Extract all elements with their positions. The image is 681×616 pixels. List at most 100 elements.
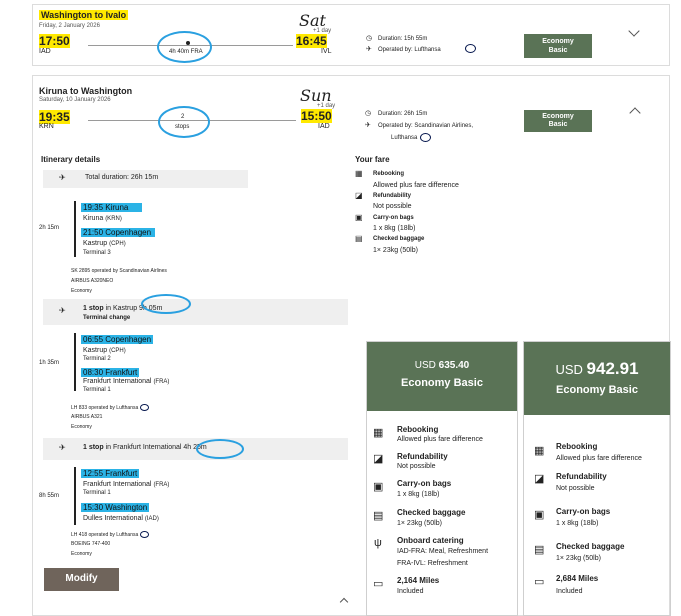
yf-carry-value: 1 x 8kg (18lb) bbox=[373, 225, 416, 232]
seg1-line bbox=[74, 201, 76, 257]
outbound-duration: Duration: 15h 55m bbox=[378, 36, 428, 42]
outbound-flight-card[interactable]: Washington to Ivalo Friday, 2 January 20… bbox=[32, 4, 670, 66]
seg2-dep-airport: Kastrup (CPH) bbox=[83, 347, 126, 354]
seg2-aircraft: AIRBUS A321 bbox=[71, 414, 103, 420]
f2-carry-value: 1 x 8kg (18lb) bbox=[556, 520, 599, 527]
outbound-date: Friday, 2 January 2026 bbox=[39, 23, 100, 29]
fare-option-header: USD 942.91 Economy Basic bbox=[524, 342, 670, 415]
return-plus-day: +1 day bbox=[317, 103, 336, 109]
f1-checked-value: 1× 23kg (50lb) bbox=[397, 520, 442, 527]
return-fare-badge[interactable]: Economy Basic bbox=[524, 110, 592, 132]
seg2-dep-terminal: Terminal 2 bbox=[83, 356, 111, 362]
outbound-plus-day: +1 day bbox=[313, 28, 332, 34]
stop2-bar: ✈ 1 stop in Frankfurt International 4h 2… bbox=[43, 438, 348, 460]
seg2-line bbox=[74, 333, 76, 391]
rebooking-icon: ▦ bbox=[373, 427, 384, 439]
f1-carry-value: 1 x 8kg (18lb) bbox=[397, 491, 440, 498]
checked-baggage-icon: ▤ bbox=[534, 544, 545, 556]
seg3-arr: 15:30 Washington bbox=[81, 503, 150, 512]
seg2-dep: 06:55 Copenhagen bbox=[81, 335, 154, 344]
yf-rebook: Rebooking bbox=[373, 171, 404, 177]
return-arr-time: 15:50 bbox=[301, 109, 332, 123]
yf-rebook-value: Allowed plus fare difference bbox=[373, 182, 459, 189]
fare-option-635[interactable]: USD 635.40 Economy Basic ▦ Rebooking All… bbox=[366, 341, 518, 616]
expand-chevron-icon[interactable] bbox=[628, 25, 640, 37]
yf-checked-value: 1× 23kg (50lb) bbox=[373, 247, 418, 254]
f2-carry: Carry-on bags bbox=[556, 507, 611, 516]
clock-icon: ◷ bbox=[366, 35, 373, 42]
itinerary-heading: Itinerary details bbox=[41, 155, 101, 164]
seg3-operator: LH 418 operated by Lufthansa bbox=[71, 531, 149, 538]
yf-checked: Checked baggage bbox=[373, 236, 425, 242]
return-title: Kiruna to Washington bbox=[39, 86, 133, 96]
seg1-dep-airport: Kiruna (KRN) bbox=[83, 215, 122, 222]
seg3-arr-airport: Dulles International (IAD) bbox=[83, 515, 159, 522]
f1-catering-2: FRA-IVL: Refreshment bbox=[397, 560, 468, 567]
seg2-operator: LH 833 operated by Lufthansa bbox=[71, 404, 149, 411]
f1-catering: Onboard catering bbox=[397, 536, 464, 545]
clock-icon: ◷ bbox=[365, 110, 372, 117]
outbound-dep-code: IAD bbox=[39, 48, 51, 55]
refund-icon: ◪ bbox=[373, 453, 384, 465]
rebooking-icon: ▦ bbox=[534, 445, 545, 457]
f1-carry: Carry-on bags bbox=[397, 479, 452, 488]
return-fare-label: Economy Basic bbox=[542, 113, 574, 128]
f2-refund: Refundability bbox=[556, 472, 607, 481]
rebooking-icon: ▦ bbox=[355, 169, 363, 178]
seg2-arr: 08:30 Frankfurt bbox=[81, 368, 140, 377]
hourglass-plane-icon: ✈ bbox=[59, 173, 66, 182]
fare-price: USD 942.91 bbox=[555, 359, 639, 378]
fare-option-942[interactable]: USD 942.91 Economy Basic ▦ Rebooking All… bbox=[523, 341, 671, 616]
f1-catering-1: IAD-FRA: Meal, Refreshment bbox=[397, 548, 489, 555]
f2-checked: Checked baggage bbox=[556, 542, 625, 551]
f2-checked-value: 1× 23kg (50lb) bbox=[556, 555, 601, 562]
annotation-circle bbox=[141, 294, 191, 314]
seg3-aircraft: BOEING 747-400 bbox=[71, 541, 111, 547]
collapse-chevron-icon[interactable] bbox=[339, 597, 349, 607]
return-duration: Duration: 26h 15m bbox=[378, 111, 428, 117]
yf-carry: Carry-on bags bbox=[373, 215, 414, 221]
yf-refund: Refundability bbox=[373, 193, 412, 199]
f2-rebook: Rebooking bbox=[556, 442, 598, 451]
annotation-circle bbox=[157, 31, 212, 63]
seg2-duration: 1h 35m bbox=[39, 360, 60, 366]
seg3-duration: 8h 55m bbox=[39, 493, 60, 499]
total-duration-bar: ✈ Total duration: 26h 15m bbox=[43, 170, 248, 188]
stop2-text: 1 stop in Frankfurt International 4h 25m bbox=[83, 444, 207, 451]
f1-miles-value: Included bbox=[397, 588, 424, 595]
stop1-bar: ✈ 1 stop in Kastrup 9h 05m Terminal chan… bbox=[43, 299, 348, 325]
outbound-fare-badge[interactable]: Economy Basic bbox=[524, 34, 592, 58]
yf-refund-value: Not possible bbox=[373, 203, 412, 210]
lufthansa-logo-icon bbox=[420, 133, 431, 142]
seg1-aircraft: AIRBUS A320NEO bbox=[71, 278, 114, 284]
return-day-label: Sun bbox=[300, 86, 332, 105]
seg1-arr: 21:50 Copenhagen bbox=[81, 228, 156, 237]
fare-option-header: USD 635.40 Economy Basic bbox=[367, 342, 517, 411]
f2-miles-value: Included bbox=[556, 588, 583, 595]
your-fare-heading: Your fare bbox=[355, 155, 390, 164]
miles-icon: ▭ bbox=[534, 576, 545, 588]
connection-icon: ✈ bbox=[59, 443, 66, 452]
checked-baggage-icon: ▤ bbox=[373, 510, 384, 522]
f1-miles: 2,164 Miles bbox=[397, 576, 440, 585]
seg2-arr-terminal: Terminal 1 bbox=[83, 387, 111, 393]
seg1-class: Economy bbox=[71, 288, 92, 294]
seg2-class: Economy bbox=[71, 424, 92, 430]
annotation-circle bbox=[196, 439, 244, 459]
carry-on-bag-icon: ▣ bbox=[373, 481, 384, 493]
seg3-dep-terminal: Terminal 1 bbox=[83, 490, 111, 496]
annotation-circle bbox=[158, 106, 210, 138]
outbound-arr-time: 16:45 bbox=[296, 34, 327, 48]
return-date: Saturday, 10 January 2026 bbox=[39, 97, 111, 103]
outbound-dep-time: 17:50 bbox=[39, 34, 70, 48]
modify-button[interactable]: Modify bbox=[44, 568, 119, 591]
modify-label: Modify bbox=[65, 573, 98, 584]
return-dep-code: KRN bbox=[39, 123, 54, 130]
outbound-title: Washington to Ivalo bbox=[39, 10, 129, 20]
f1-refund: Refundability bbox=[397, 452, 448, 461]
return-operated: Operated by: Scandinavian Airlines, bbox=[378, 123, 474, 129]
collapse-chevron-icon[interactable] bbox=[629, 107, 641, 119]
fare-price: USD 635.40 bbox=[414, 360, 470, 371]
seg1-operator: SK 2895 operated by Scandinavian Airline… bbox=[71, 268, 167, 274]
carry-on-bag-icon: ▣ bbox=[534, 509, 545, 521]
